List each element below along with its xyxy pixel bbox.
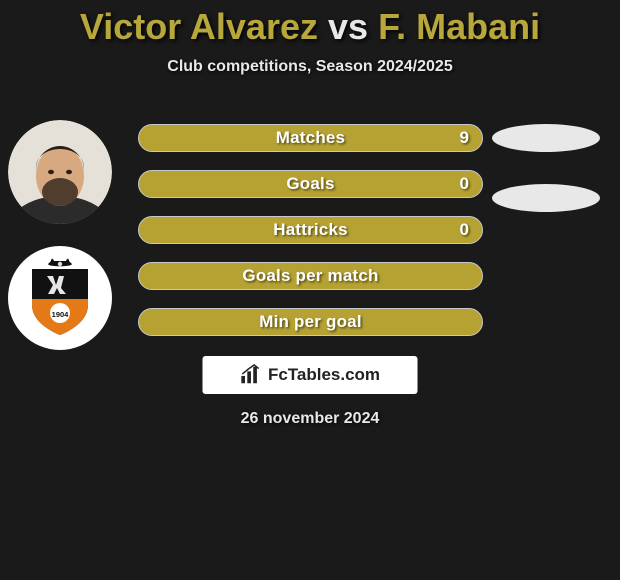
- stat-label: Hattricks: [273, 220, 348, 240]
- footer-date: 26 november 2024: [0, 410, 620, 428]
- stat-label: Min per goal: [259, 312, 362, 332]
- badge-year: 1904: [52, 310, 70, 319]
- stat-bar: Hattricks 0: [138, 216, 483, 244]
- vs-separator: vs: [328, 6, 368, 47]
- player2-name: F. Mabani: [378, 6, 540, 47]
- stat-label: Goals per match: [242, 266, 378, 286]
- empty-pills-column: [492, 124, 600, 212]
- brand-bar[interactable]: FcTables.com: [203, 356, 418, 394]
- stat-value: 0: [460, 174, 469, 194]
- stat-label: Matches: [276, 128, 345, 148]
- stat-value: 0: [460, 220, 469, 240]
- stat-label: Goals: [286, 174, 334, 194]
- stat-value: 9: [460, 128, 469, 148]
- club-badge-icon: 1904: [17, 255, 103, 341]
- stat-bar: Goals per match: [138, 262, 483, 290]
- bar-chart-icon: [240, 364, 262, 386]
- player-portrait-icon: [8, 120, 112, 224]
- stat-bar: Matches 9: [138, 124, 483, 152]
- subtitle: Club competitions, Season 2024/2025: [0, 58, 620, 76]
- stat-bar: Goals 0: [138, 170, 483, 198]
- stats-list: Matches 9 Goals 0 Hattricks 0 Goals per match M…: [138, 124, 483, 336]
- player1-name: Victor Alvarez: [80, 6, 318, 47]
- club-badge: 1904: [8, 246, 112, 350]
- avatars-column: 1904: [8, 120, 112, 350]
- stat-bar: Min per goal: [138, 308, 483, 336]
- player-avatar: [8, 120, 112, 224]
- empty-pill: [492, 124, 600, 152]
- brand-label: FcTables.com: [268, 365, 380, 385]
- empty-pill: [492, 184, 600, 212]
- page-title: Victor Alvarez vs F. Mabani: [0, 0, 620, 48]
